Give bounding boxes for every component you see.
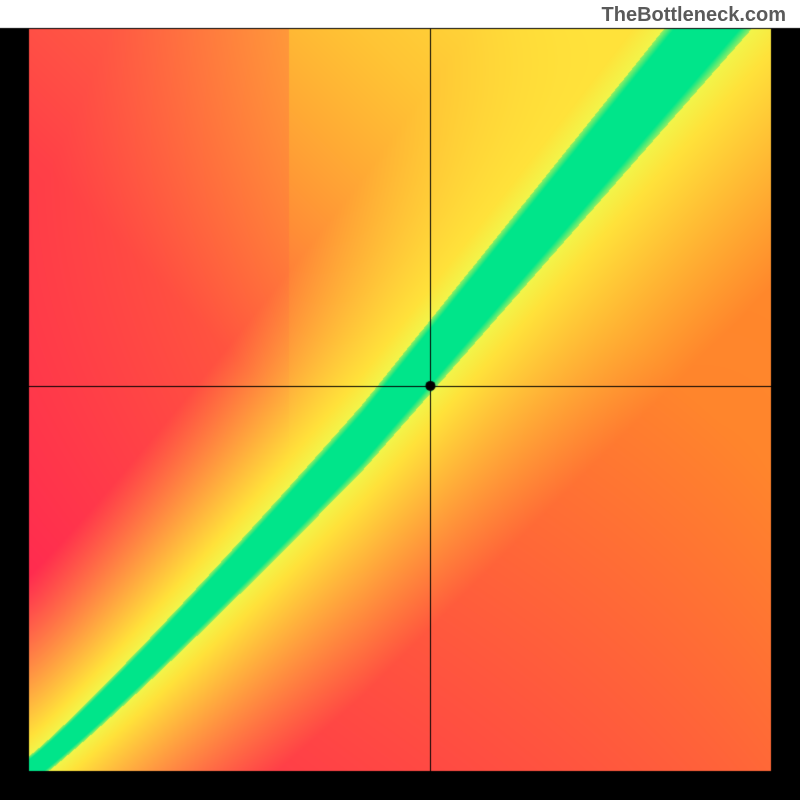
watermark-text: TheBottleneck.com [602,4,786,27]
chart-frame: TheBottleneck.com [0,0,800,800]
bottleneck-heatmap [0,0,800,800]
